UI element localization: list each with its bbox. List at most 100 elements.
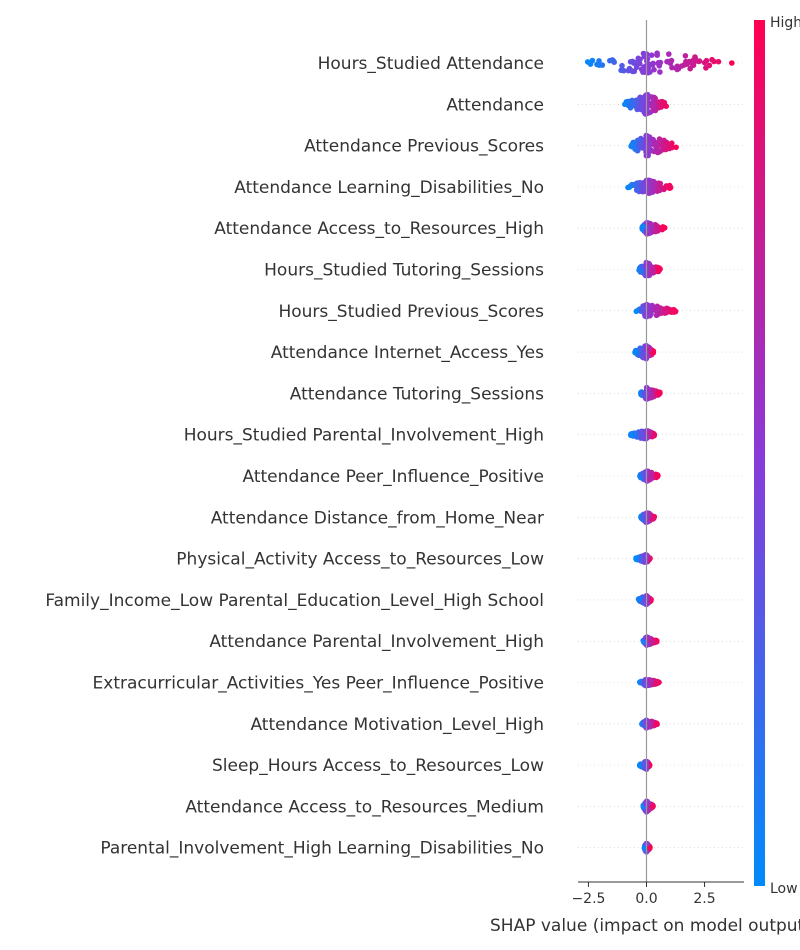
shap-point: [654, 473, 660, 479]
feature-label: Hours_Studied Previous_Scores: [278, 302, 544, 322]
feature-label: Attendance Distance_from_Home_Near: [211, 508, 544, 528]
feature-label: Hours_Studied Tutoring_Sessions: [264, 261, 544, 281]
feature-label: Hours_Studied Parental_Involvement_High: [184, 426, 544, 446]
feature-label: Extracurricular_Activities_Yes Peer_Infl…: [93, 674, 544, 694]
shap-point: [640, 69, 646, 75]
shap-point: [640, 185, 646, 192]
feature-label: Attendance Internet_Access_Yes: [271, 343, 544, 363]
x-axis: −2.5 0.0 2.5: [571, 881, 744, 907]
shap-point: [662, 146, 669, 153]
shap-point: [654, 50, 660, 56]
shap-point: [657, 69, 663, 75]
shap-point: [646, 346, 653, 353]
feature-label: Attendance Access_to_Resources_Medium: [185, 797, 544, 817]
shap-point: [646, 147, 652, 153]
feature-label: Attendance Learning_Disabilities_No: [234, 178, 544, 198]
feature-label: Attendance Access_to_Resources_High: [214, 219, 544, 239]
shap-point: [652, 106, 659, 113]
feature-label: Parental_Involvement_High Learning_Disab…: [100, 839, 544, 859]
shap-point: [654, 306, 661, 313]
shap-point: [647, 476, 654, 482]
shap-point: [636, 596, 643, 602]
shap-point: [607, 57, 613, 64]
shap-point: [655, 60, 661, 67]
shap-point: [650, 268, 657, 274]
x-axis-label: SHAP value (impact on model output): [490, 916, 800, 936]
colorbar-low-label: Low: [770, 881, 798, 897]
feature-label: Physical_Activity Access_to_Resources_Lo…: [176, 550, 544, 570]
shap-point: [637, 56, 643, 63]
shap-point: [646, 180, 652, 187]
shap-point: [636, 60, 643, 67]
shap-point: [639, 145, 646, 151]
shap-point: [641, 639, 647, 646]
shap-point: [658, 310, 664, 317]
colorbar: High Low: [754, 15, 800, 897]
shap-point: [669, 64, 675, 71]
feature-label: Attendance Motivation_Level_High: [250, 715, 544, 735]
shap-point: [663, 309, 670, 316]
feature-label: Attendance Previous_Scores: [304, 137, 544, 157]
shap-point: [627, 59, 634, 65]
shap-point: [630, 142, 636, 149]
shap-point: [648, 639, 655, 645]
shap-point: [670, 309, 676, 315]
shap-point: [656, 136, 663, 142]
row-gridlines: [578, 62, 744, 849]
shap-point: [654, 224, 660, 230]
shap-point: [665, 183, 671, 190]
shap-point: [638, 429, 645, 436]
x-tick-label: −2.5: [571, 891, 605, 907]
shap-point: [656, 266, 663, 272]
shap-point: [644, 104, 650, 111]
shap-point: [640, 50, 647, 57]
shap-point: [706, 62, 713, 69]
shap-point: [629, 432, 636, 439]
feature-label: Attendance Parental_Involvement_High: [209, 632, 544, 652]
colorbar-high-label: High: [770, 15, 800, 31]
shap-point: [641, 762, 647, 768]
shap-point: [715, 58, 722, 65]
shap-point: [646, 807, 652, 813]
shap-point: [650, 102, 656, 108]
shap-point: [711, 58, 717, 65]
shap-point: [632, 59, 639, 66]
shap-point: [638, 556, 644, 562]
shap-point: [667, 142, 673, 149]
shap-point: [647, 845, 653, 851]
shap-point: [656, 186, 662, 193]
shap-point: [633, 97, 639, 104]
feature-label: Attendance Peer_Influence_Positive: [243, 467, 544, 487]
shap-point: [642, 554, 649, 560]
feature-label: Sleep_Hours Access_to_Resources_Low: [212, 756, 544, 776]
colorbar-gradient: [754, 20, 765, 886]
shap-point: [633, 64, 640, 71]
shap-point: [646, 260, 652, 267]
shap-point: [640, 306, 646, 313]
shap-point: [654, 143, 661, 150]
shap-point: [618, 67, 624, 74]
shap-point: [629, 97, 635, 104]
feature-label: Attendance: [446, 95, 544, 115]
beeswarm-points: [584, 50, 735, 855]
shap-point: [657, 180, 664, 187]
shap-point: [673, 144, 679, 151]
shap-point: [641, 472, 648, 479]
shap-point: [648, 52, 655, 58]
shap-point: [682, 53, 689, 59]
shap-point: [629, 68, 636, 75]
shap-point: [637, 269, 644, 275]
shap-point: [633, 556, 639, 562]
shap-point: [664, 58, 670, 65]
shap-point: [642, 391, 648, 398]
shap-point: [648, 221, 654, 228]
shap-point: [703, 57, 710, 64]
feature-label: Attendance Tutoring_Sessions: [290, 384, 544, 404]
x-tick-label: 0.0: [635, 891, 657, 907]
shap-point: [647, 190, 653, 196]
shap-point: [629, 181, 635, 188]
shap-point: [644, 56, 651, 62]
shap-point: [647, 430, 653, 437]
feature-label: Family_Income_Low Parental_Education_Lev…: [45, 591, 544, 611]
shap-point: [674, 66, 680, 73]
